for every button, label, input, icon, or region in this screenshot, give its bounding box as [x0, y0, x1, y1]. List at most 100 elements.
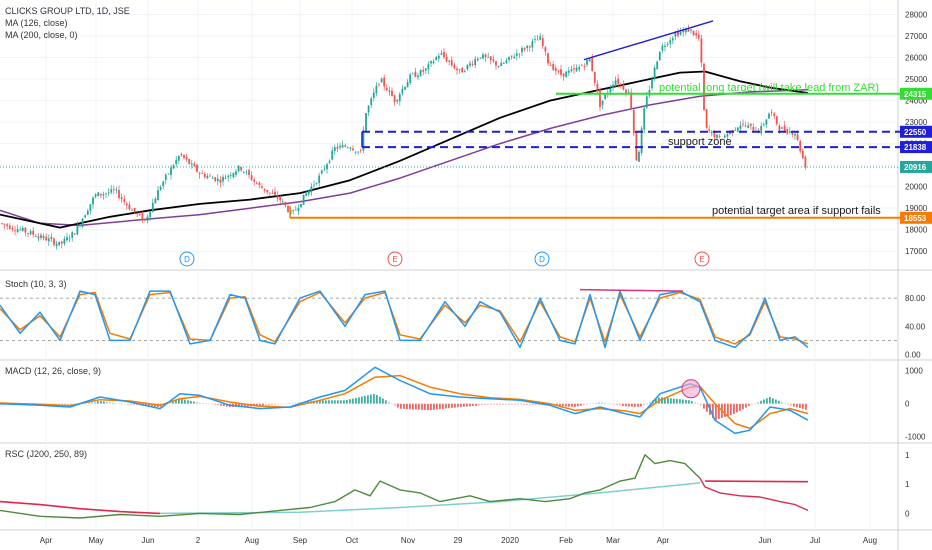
macd-histogram-bar [631, 403, 633, 407]
legend-header: CLICKS GROUP LTD, 1D, JSE MA (126, close… [5, 6, 130, 40]
candle-body [638, 151, 640, 162]
macd-histogram-bar [445, 403, 447, 409]
candle-body [16, 229, 19, 232]
macd-histogram-bar [715, 403, 717, 420]
price-axis[interactable]: 2800027000260002500024000230002200021000… [905, 10, 928, 256]
macd-histogram-bar [223, 403, 225, 407]
candle-body [341, 145, 344, 148]
macd-histogram-bar [427, 403, 429, 411]
price-pane[interactable] [0, 20, 905, 250]
macd-histogram-bar [136, 403, 138, 406]
macd-histogram-bar [796, 403, 798, 408]
macd-histogram-bar [226, 403, 228, 407]
rsc-tick-label: 1 [905, 480, 910, 489]
candle-body [521, 47, 523, 53]
time-tick-label: Apr [657, 536, 670, 545]
candle-body [677, 31, 679, 36]
candle-body [523, 48, 526, 50]
rsc-baseline [159, 482, 701, 515]
macd-histogram-bar [91, 402, 93, 404]
macd-histogram-bar [415, 403, 417, 410]
candle-body [92, 197, 94, 205]
macd-histogram-bar [337, 400, 339, 404]
candle-body [518, 53, 521, 55]
candle-body [151, 202, 154, 212]
macd-histogram-bar [316, 400, 318, 404]
event-circle [534, 251, 550, 267]
macd-histogram-bar [181, 399, 183, 404]
candle-body [274, 191, 276, 195]
macd-histogram-bar [526, 403, 528, 405]
rsc-main-line [0, 454, 701, 519]
candle-body [801, 150, 804, 158]
candle-body [193, 163, 196, 167]
candle-body [443, 51, 445, 58]
macd-histogram-bar [583, 403, 585, 406]
candle-body [669, 40, 672, 44]
candle-body [157, 190, 159, 201]
macd-histogram-bar [781, 402, 783, 404]
candle-body [63, 238, 66, 244]
macd-histogram-bar [103, 401, 105, 404]
candle-body [476, 58, 479, 61]
candle-body [612, 84, 614, 88]
candle-body [37, 236, 40, 239]
candle-body [71, 232, 74, 238]
candle-body [458, 69, 461, 71]
macd-histogram-bar [442, 403, 444, 409]
macd-histogram-bar [751, 403, 753, 405]
macd-histogram-bar [667, 397, 669, 404]
macd-pane[interactable]: 1000 0 -1000 [0, 366, 926, 442]
macd-histogram-bar [469, 403, 471, 407]
macd-histogram-bar [196, 402, 198, 404]
candle-body [396, 99, 399, 102]
macd-histogram-bar [643, 403, 645, 405]
price-tick-label: 27000 [905, 32, 928, 41]
time-axis[interactable]: Apr May Jun 2 Aug Sep Oct Nov 29 2020 Feb Mar Apr Jun… [40, 536, 877, 545]
time-tick-label: 2 [196, 536, 201, 545]
candle-body [133, 208, 136, 213]
candle-body [55, 243, 58, 246]
macd-histogram-bar [697, 403, 699, 404]
candle-body [40, 234, 42, 238]
candle-body [393, 95, 396, 102]
rsc-after-line [704, 486, 809, 512]
macd-histogram-bar [112, 402, 114, 404]
candle-body [565, 71, 568, 78]
stoch-pane[interactable]: 80.00 40.00 0.00 [0, 288, 926, 360]
candle-body [775, 116, 778, 124]
candle-body [417, 75, 419, 78]
candle-body [320, 170, 323, 174]
candle-body [536, 39, 539, 41]
candle-body [450, 60, 453, 66]
macd-histogram-bar [460, 403, 462, 407]
candle-body [11, 228, 14, 230]
rsc-title: RSC (J200, 250, 89) [5, 449, 87, 459]
candle-body [687, 28, 690, 32]
macd-tick-label: 1000 [905, 367, 923, 376]
macd-histogram-bar [511, 403, 513, 405]
macd-histogram-bar [730, 403, 732, 415]
price-tick-label: 18000 [905, 226, 928, 235]
rsc-tick-label: 1 [905, 451, 910, 460]
macd-histogram-bar [418, 403, 420, 410]
candle-body [726, 134, 729, 137]
candle-body [159, 186, 162, 190]
macd-histogram-bar [598, 402, 600, 404]
candle-body [349, 147, 352, 149]
candle-body [154, 198, 157, 204]
candle-body [502, 63, 505, 64]
candle-body [131, 209, 133, 211]
candle-body [596, 83, 599, 92]
rsc-pane[interactable]: 1 1 0 [0, 451, 910, 519]
macd-histogram-bar [754, 403, 756, 404]
macd-histogram-bar [673, 398, 675, 404]
macd-histogram-bar [268, 403, 270, 406]
candle-body [115, 189, 118, 191]
macd-histogram-bar [169, 402, 171, 404]
candle-body [107, 192, 110, 194]
macd-histogram-bar [688, 400, 690, 404]
candle-body [614, 80, 617, 87]
candle-body [401, 88, 404, 94]
